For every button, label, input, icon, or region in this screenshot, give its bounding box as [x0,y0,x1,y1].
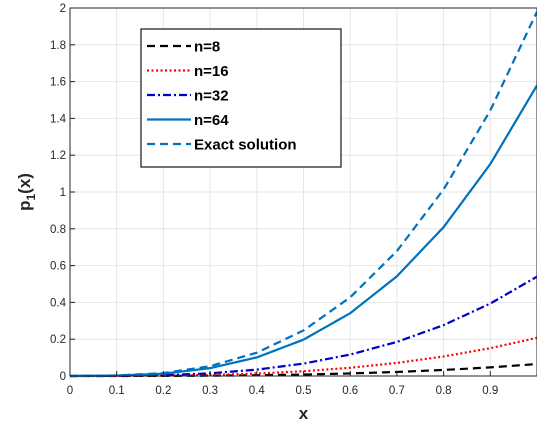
y-tick-label: 2 [60,3,66,15]
y-tick-label: 1 [60,187,66,199]
y-axis-label-main: p [15,201,34,211]
y-axis-label: p1(x) [15,173,38,211]
x-tick-label: 0.4 [249,385,266,397]
series-line-4 [69,11,537,378]
y-tick-label: 1.4 [50,113,67,125]
y-tick-label: 0 [60,371,66,383]
x-tick-label: 0.7 [389,385,405,397]
x-tick-label: 0.1 [109,385,125,397]
series-line-2 [69,275,537,378]
y-tick-label: 1.6 [50,77,66,89]
y-axis-label-suffix: (x) [15,173,34,194]
x-tick-label: 0 [67,385,73,397]
x-tick-label: 0.2 [155,385,171,397]
x-axis-ticks: 0 0.1 0.2 0.3 0.4 0.5 0.6 0.7 0.8 0.9 [67,371,498,397]
x-tick-label: 0.9 [482,385,498,397]
y-tick-label: 1.8 [50,40,66,52]
series-line-3 [69,84,537,378]
legend-label: n=32 [194,88,229,105]
legend-label: n=16 [194,63,229,80]
y-axis-label-subscript: 1 [24,194,38,201]
x-tick-label: 0.8 [436,385,452,397]
y-tick-label: 0.4 [50,297,67,309]
legend-label: n=64 [194,112,229,129]
y-tick-label: 0.2 [50,334,66,346]
x-axis-label: x [299,404,309,423]
x-tick-label: 0.6 [342,385,358,397]
legend-label: n=8 [194,39,220,56]
y-tick-label: 0.6 [50,261,66,273]
x-tick-label: 0.3 [202,385,218,397]
y-axis-ticks: 0 0.2 0.4 0.6 0.8 1 1.2 1.4 1.6 1.8 2 [50,3,75,383]
legend-label: Exact solution [194,137,297,154]
y-tick-label: 0.8 [50,224,66,236]
x-tick-label: 0.5 [296,385,312,397]
y-tick-label: 1.2 [50,150,66,162]
legend: n=8 n=16 n=32 n=64 Exact solution [140,28,342,168]
